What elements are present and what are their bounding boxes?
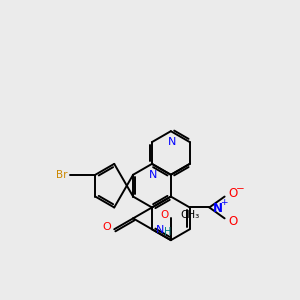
Text: N: N bbox=[213, 202, 223, 215]
Text: N: N bbox=[156, 225, 164, 235]
Text: O: O bbox=[229, 215, 238, 228]
Text: O: O bbox=[229, 187, 238, 200]
Text: N: N bbox=[168, 137, 176, 147]
Text: −: − bbox=[236, 184, 244, 194]
Text: N: N bbox=[149, 170, 157, 180]
Text: H: H bbox=[164, 227, 171, 237]
Text: O: O bbox=[160, 210, 169, 220]
Text: O: O bbox=[103, 222, 111, 232]
Text: Br: Br bbox=[56, 170, 68, 180]
Text: +: + bbox=[220, 198, 228, 207]
Text: CH₃: CH₃ bbox=[181, 210, 200, 220]
